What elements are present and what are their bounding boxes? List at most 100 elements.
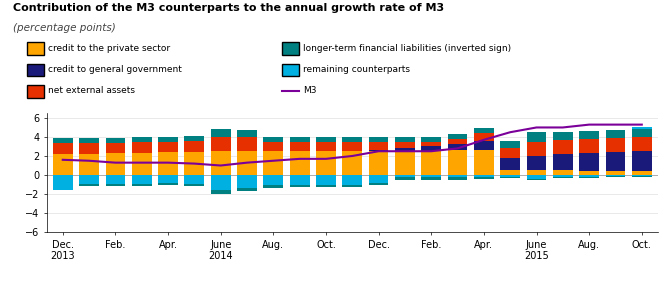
Bar xyxy=(474,133,494,141)
Bar xyxy=(553,154,573,170)
Bar xyxy=(290,151,309,175)
Bar xyxy=(395,175,415,177)
Bar xyxy=(158,137,178,142)
Bar xyxy=(264,142,283,151)
Bar xyxy=(501,170,520,175)
Bar xyxy=(579,131,599,139)
Bar xyxy=(395,142,415,148)
Bar xyxy=(185,141,204,152)
Bar xyxy=(448,150,468,175)
Bar xyxy=(579,139,599,153)
Bar xyxy=(369,175,389,183)
Bar xyxy=(342,142,362,151)
Bar xyxy=(316,151,336,175)
Bar xyxy=(369,137,389,142)
Bar xyxy=(158,175,178,183)
Bar xyxy=(316,137,336,142)
Bar xyxy=(632,176,652,177)
Bar xyxy=(132,137,152,142)
Bar xyxy=(632,129,652,137)
Bar xyxy=(342,151,362,175)
Bar xyxy=(185,184,204,186)
Bar xyxy=(632,151,652,171)
Bar xyxy=(421,142,441,147)
Bar xyxy=(105,153,125,175)
Bar xyxy=(448,134,468,139)
Bar xyxy=(395,148,415,151)
Bar xyxy=(158,183,178,185)
Bar xyxy=(395,151,415,175)
Bar xyxy=(632,137,652,151)
Bar xyxy=(553,175,573,177)
Bar xyxy=(211,129,231,137)
Text: credit to the private sector: credit to the private sector xyxy=(48,44,170,53)
Bar xyxy=(53,175,72,190)
Bar xyxy=(264,151,283,175)
Bar xyxy=(185,175,204,184)
Bar xyxy=(527,175,546,179)
Bar xyxy=(105,143,125,153)
Bar xyxy=(79,138,99,143)
Bar xyxy=(158,142,178,152)
Bar xyxy=(553,140,573,154)
Bar xyxy=(264,185,283,188)
Bar xyxy=(632,171,652,175)
Text: remaining counterparts: remaining counterparts xyxy=(303,65,410,74)
Bar xyxy=(342,137,362,142)
Bar xyxy=(474,128,494,133)
Bar xyxy=(527,156,546,170)
Bar xyxy=(527,170,546,175)
Text: net external assets: net external assets xyxy=(48,86,136,95)
Bar xyxy=(501,175,520,177)
Bar xyxy=(211,175,231,190)
Bar xyxy=(237,130,257,137)
Bar xyxy=(527,179,546,180)
Bar xyxy=(632,127,652,129)
Bar xyxy=(553,177,573,178)
Bar xyxy=(79,143,99,154)
Bar xyxy=(474,150,494,175)
Bar xyxy=(290,175,309,185)
Bar xyxy=(290,142,309,151)
Text: M3: M3 xyxy=(303,86,317,95)
Bar xyxy=(211,151,231,175)
Bar xyxy=(395,177,415,180)
Bar xyxy=(501,141,520,148)
Bar xyxy=(237,175,257,188)
Bar xyxy=(316,185,336,187)
Bar xyxy=(606,175,625,176)
Bar xyxy=(185,152,204,175)
Bar xyxy=(579,153,599,171)
Bar xyxy=(606,152,625,171)
Bar xyxy=(79,184,99,186)
Bar xyxy=(553,170,573,175)
Bar xyxy=(579,177,599,178)
Bar xyxy=(395,137,415,142)
Bar xyxy=(448,177,468,180)
Bar xyxy=(632,175,652,176)
Bar xyxy=(237,137,257,151)
Bar xyxy=(264,175,283,185)
Bar xyxy=(474,141,494,150)
Bar xyxy=(448,175,468,177)
Bar xyxy=(264,137,283,142)
Bar xyxy=(158,152,178,175)
Bar xyxy=(53,143,72,154)
Bar xyxy=(501,158,520,170)
Bar xyxy=(606,176,625,177)
Bar xyxy=(527,142,546,156)
Bar xyxy=(421,137,441,142)
Bar xyxy=(185,136,204,141)
Bar xyxy=(342,175,362,185)
Bar xyxy=(105,184,125,186)
Bar xyxy=(79,175,99,184)
Bar xyxy=(132,153,152,175)
Bar xyxy=(369,142,389,150)
Bar xyxy=(553,132,573,140)
Bar xyxy=(105,138,125,143)
Bar xyxy=(421,177,441,180)
Bar xyxy=(606,138,625,152)
Bar xyxy=(105,175,125,184)
Bar xyxy=(421,151,441,175)
Text: Contribution of the M3 counterparts to the annual growth rate of M3: Contribution of the M3 counterparts to t… xyxy=(13,3,445,13)
